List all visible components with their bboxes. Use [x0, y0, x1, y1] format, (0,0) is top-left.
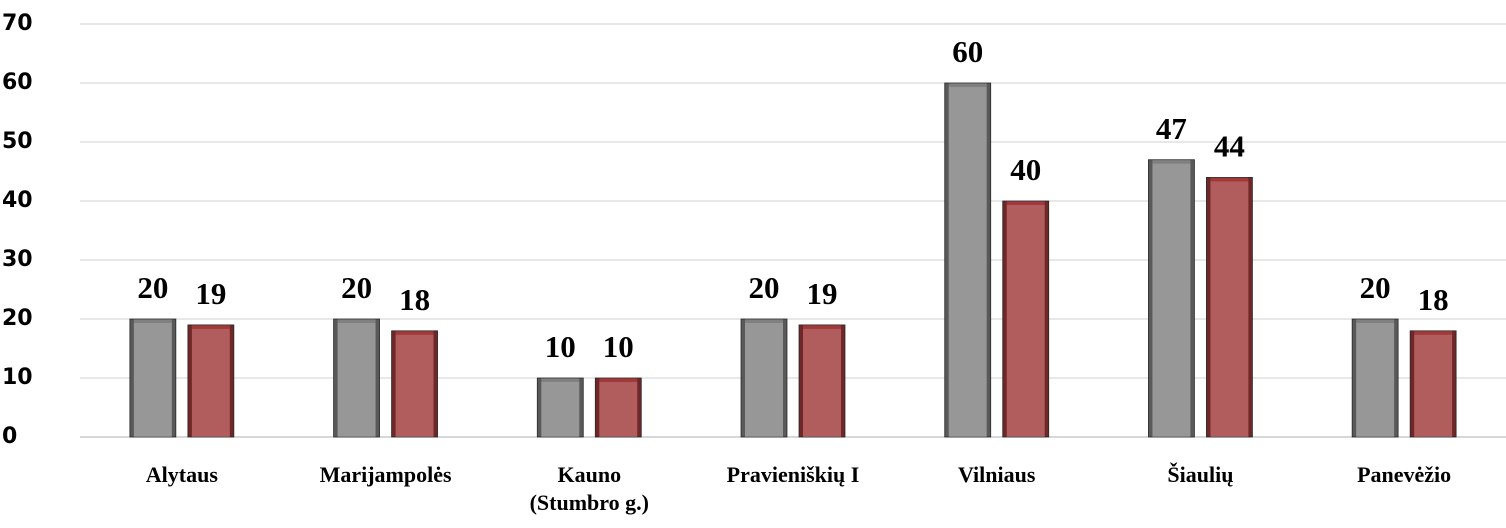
- bar: [129, 318, 177, 438]
- y-tick-label: 60: [2, 70, 33, 95]
- bar-edge: [187, 324, 192, 437]
- y-tick-label: 20: [2, 306, 33, 331]
- bar-bevel: [599, 382, 638, 437]
- bar-bevel: [1210, 181, 1249, 437]
- bar-edge: [986, 83, 991, 437]
- bar-edge: [1394, 319, 1399, 437]
- y-tick-label: 70: [2, 11, 33, 36]
- value-label: 10: [603, 329, 634, 364]
- y-tick-label: 50: [2, 129, 33, 154]
- bar-bevel: [1414, 334, 1453, 437]
- bar-bevel: [1356, 323, 1395, 437]
- bar: [1409, 330, 1457, 438]
- bar-edge: [129, 319, 134, 437]
- bar-edge: [171, 319, 176, 437]
- value-label: 40: [1010, 152, 1041, 187]
- bar-edge: [1044, 201, 1049, 437]
- bar: [1206, 176, 1253, 438]
- bar-edge: [537, 378, 542, 437]
- y-tick-label: 30: [2, 247, 33, 272]
- bar-edge: [595, 378, 600, 437]
- bar-edge: [579, 378, 584, 437]
- bar-edge: [1002, 201, 1007, 437]
- bar-bevel: [1152, 163, 1191, 437]
- value-label: 10: [545, 329, 576, 364]
- bar-bevel: [395, 334, 434, 437]
- value-label: 19: [807, 276, 838, 311]
- y-tick-label: 40: [2, 188, 33, 213]
- bar-edge: [229, 324, 234, 437]
- value-label: 18: [1418, 282, 1449, 317]
- bar-edge: [1148, 159, 1153, 437]
- bar: [944, 82, 992, 438]
- bar-edge: [637, 378, 642, 437]
- x-tick-label: Vilniaus: [957, 462, 1036, 487]
- bar-edge: [841, 324, 845, 437]
- x-tick-label: Kauno (Stumbro g.): [529, 462, 649, 515]
- y-tick-label: 0: [2, 424, 17, 449]
- bar-edge: [1248, 177, 1253, 437]
- x-tick-label: Panevėžio: [1357, 462, 1452, 487]
- value-label: 47: [1156, 111, 1187, 146]
- bar-edge: [1410, 330, 1415, 437]
- bar: [1351, 318, 1399, 438]
- bar: [536, 377, 584, 438]
- value-label: 60: [952, 34, 983, 69]
- value-label: 20: [137, 270, 168, 305]
- value-label: 19: [195, 276, 226, 311]
- x-tick-label: Pravieniškių I: [726, 462, 860, 487]
- bar-bevel: [191, 328, 230, 437]
- bar-bevel: [948, 87, 987, 437]
- bar-edge: [391, 330, 396, 437]
- x-tick-label: Alytaus: [145, 462, 218, 487]
- bar-edge: [1190, 159, 1195, 437]
- bar-edge: [375, 319, 380, 437]
- value-label: 44: [1214, 129, 1245, 164]
- bar-edge: [799, 324, 803, 437]
- bar-bevel: [1006, 205, 1045, 437]
- bar: [391, 330, 438, 438]
- x-tick-label: Šiaulių: [1167, 462, 1234, 487]
- value-label: 18: [399, 282, 430, 317]
- bar: [187, 324, 235, 438]
- bar: [1002, 200, 1050, 438]
- bar: [594, 377, 642, 438]
- bar-edge: [1352, 319, 1357, 437]
- value-label: 20: [1360, 270, 1391, 305]
- value-label: 20: [341, 270, 372, 305]
- bar: [333, 318, 380, 438]
- bar-bevel: [541, 382, 580, 437]
- bar-edge: [433, 330, 438, 437]
- bar-bevel: [133, 323, 172, 437]
- y-tick-label: 10: [2, 365, 33, 390]
- bar-edge: [783, 319, 787, 437]
- bar: [740, 318, 788, 438]
- bar-edge: [333, 319, 338, 437]
- value-label: 20: [749, 270, 780, 305]
- bar-edge: [1206, 177, 1211, 437]
- bar-bevel: [803, 328, 841, 437]
- bar: [798, 324, 846, 438]
- bar: [1148, 159, 1195, 438]
- bar-edge: [741, 319, 745, 437]
- bar-edge: [944, 83, 949, 437]
- x-tick-label: Marijampolės: [319, 462, 452, 487]
- bar-bevel: [337, 323, 376, 437]
- bar-edge: [1452, 330, 1457, 437]
- bar-bevel: [745, 323, 783, 437]
